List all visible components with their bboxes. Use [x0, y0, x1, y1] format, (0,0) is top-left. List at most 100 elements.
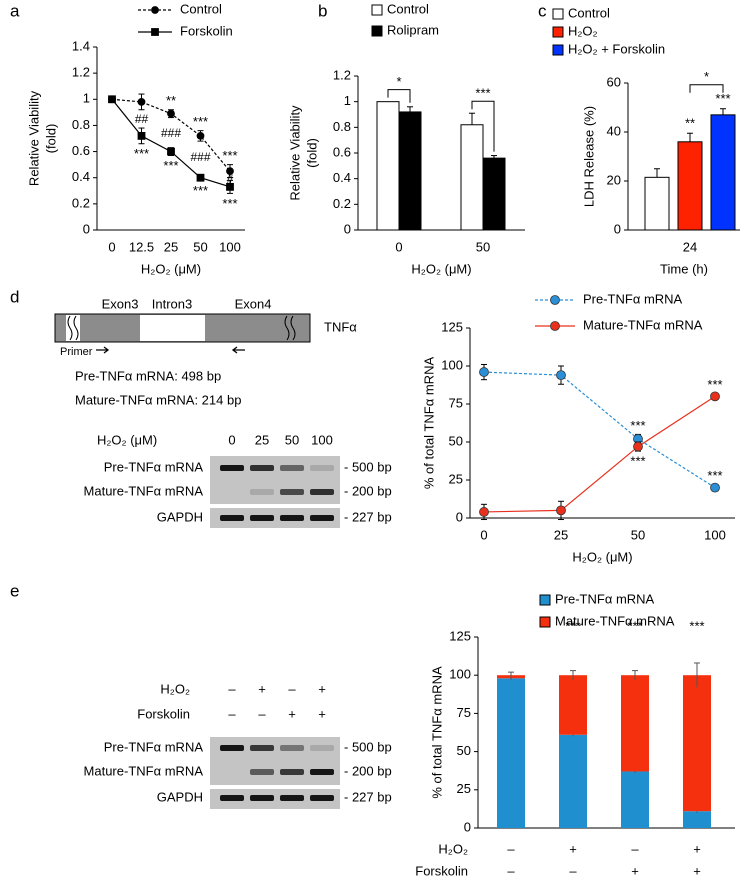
primer-arrow [96, 346, 110, 354]
gel-band [280, 769, 304, 775]
bar-segment [497, 678, 525, 828]
gel-band [250, 745, 274, 751]
significance: # [227, 172, 234, 186]
legend-marker [550, 321, 560, 331]
y-tick-label: 1 [83, 91, 90, 106]
gel-band [280, 745, 304, 751]
panel-label: e [10, 581, 19, 600]
y-axis-label: (fold) [43, 124, 58, 154]
y-tick-label: 125 [441, 319, 463, 334]
panel-label: a [10, 1, 20, 20]
significance: *** [707, 468, 722, 483]
y-tick-label: 25 [449, 471, 463, 486]
significance: *** [627, 618, 642, 633]
y-tick-label: 100 [441, 357, 463, 372]
x-tick-label: 100 [219, 239, 241, 254]
gene-break [66, 315, 80, 341]
legend-label: H₂O₂ [568, 23, 598, 38]
x-tick-label: 50 [476, 239, 490, 254]
y-tick-label: 0 [614, 221, 621, 236]
significance: *** [707, 377, 722, 392]
point [196, 131, 205, 140]
significance: *** [193, 114, 208, 129]
legend-swatch [552, 44, 564, 56]
gel-row-label: Pre-TNFα mRNA [104, 459, 204, 474]
point [196, 173, 205, 182]
legend-label: Pre-TNFα mRNA [583, 291, 683, 306]
segment-label: Exon4 [235, 296, 272, 311]
x-tick-label: 0 [395, 239, 402, 254]
bar-segment [683, 675, 711, 812]
gel-row-label: Pre-TNFα mRNA [104, 739, 204, 754]
significance: ### [190, 150, 210, 164]
condition-sign: – [631, 841, 639, 856]
legend-swatch [552, 8, 564, 20]
x-axis-label: Time (h) [660, 261, 708, 276]
lane-label: 0 [228, 432, 235, 447]
gel-row-label: GAPDH [157, 789, 203, 804]
line [483, 371, 716, 489]
gel-band [220, 515, 244, 521]
legend-marker [550, 295, 560, 305]
gel-band [310, 515, 334, 521]
condition-sign: + [693, 841, 701, 856]
legend-label: Forskolin [180, 23, 233, 38]
gel [210, 789, 340, 809]
y-axis-label: LDH Release (%) [581, 106, 596, 207]
x-tick-label: 0 [108, 239, 115, 254]
condition-sign: – [507, 863, 515, 878]
bracket [689, 84, 724, 93]
x-tick-label: 100 [704, 527, 726, 542]
gel-band [280, 795, 304, 801]
lane-label: 25 [255, 432, 269, 447]
point [556, 370, 566, 381]
gel-size-label: - 227 bp [344, 509, 392, 524]
significance: ### [161, 126, 181, 140]
point [226, 167, 234, 176]
point [167, 109, 175, 118]
condition-sign: + [569, 841, 577, 856]
condition-sign: – [288, 681, 296, 696]
bracket-label: * [396, 74, 401, 89]
y-tick-label: 25 [457, 781, 471, 796]
break-mark [284, 315, 296, 341]
y-tick-label: 20 [607, 172, 621, 187]
gel-row-label: GAPDH [157, 509, 203, 524]
gel-band [220, 465, 244, 471]
bar [482, 157, 506, 231]
legend-label: Pre-TNFα mRNA [555, 591, 655, 606]
significance: ** [166, 93, 176, 108]
condition-sign: + [693, 863, 701, 878]
point [226, 182, 234, 191]
y-axis-label: % of total TNFα mRNA [421, 357, 436, 490]
point [479, 367, 489, 377]
point [710, 391, 720, 402]
y-tick-label: 0.6 [72, 143, 90, 158]
y-tick-label: 50 [449, 433, 463, 448]
gel-size-label: - 200 bp [344, 483, 392, 498]
significance: *** [163, 158, 178, 173]
gel-band [280, 489, 304, 495]
point [633, 441, 643, 452]
condition-name: Forskolin [415, 863, 468, 878]
point [479, 507, 489, 517]
significance: ## [135, 112, 149, 126]
legend-label: Control [180, 1, 222, 16]
gel-size-label: - 500 bp [344, 459, 392, 474]
y-tick-label: 1 [344, 93, 351, 108]
bar-segment [559, 675, 587, 735]
x-axis-label: H₂O₂ (μM) [411, 261, 471, 276]
condition-name: Forskolin [137, 706, 190, 721]
x-tick-label: 50 [193, 239, 207, 254]
y-axis-label: Relative Viability [287, 105, 302, 201]
gel-band [250, 769, 274, 775]
panel-label: c [538, 1, 547, 20]
bar-segment [683, 811, 711, 828]
gel-band [310, 745, 334, 751]
legend-label: Mature-TNFα mRNA [583, 317, 703, 332]
significance: *** [630, 418, 645, 433]
y-tick-label: 75 [457, 705, 471, 720]
point [137, 98, 146, 106]
x-tick-label: 25 [554, 527, 568, 542]
